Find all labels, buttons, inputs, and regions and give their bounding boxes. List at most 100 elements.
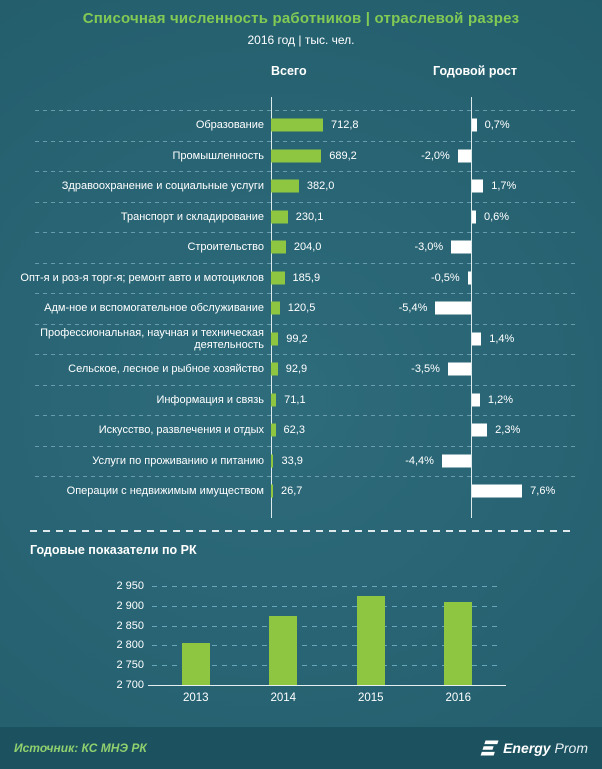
total-value: 71,1 <box>284 393 306 406</box>
energyprom-logo-icon <box>479 739 499 757</box>
source-text: Источник: КС МНЭ РК <box>14 741 147 755</box>
page-title: Списочная численность работников | отрас… <box>82 10 520 27</box>
total-value: 689,2 <box>329 149 357 162</box>
growth-bar <box>472 179 484 193</box>
row-separator <box>35 293 575 294</box>
total-value: 712,8 <box>331 119 359 132</box>
total-value: 26,7 <box>281 485 303 498</box>
chart-row: Адм-ное и вспомогательное обслуживание 12… <box>0 293 602 324</box>
row-separator <box>35 445 575 447</box>
footer-band: Источник: КС МНЭ РК Energy Prom <box>0 727 602 769</box>
y-gridline <box>152 645 502 647</box>
energyprom-logo: Energy Prom <box>479 739 588 757</box>
growth-value: 2,3% <box>495 424 521 437</box>
growth-bar <box>472 393 480 407</box>
annual-bar <box>356 595 385 685</box>
row-label: Промышленность <box>172 149 264 162</box>
total-bar <box>271 240 286 254</box>
annual-bar <box>444 601 473 685</box>
growth-bar <box>472 423 488 437</box>
row-label: Здравоохранение и социальные услуги <box>61 180 264 193</box>
x-axis-line <box>148 685 506 686</box>
total-bar <box>271 393 277 407</box>
growth-bar <box>441 454 471 468</box>
total-value: 33,9 <box>281 454 303 467</box>
row-label: Транспорт и складирование <box>120 210 264 223</box>
x-tick-label: 2013 <box>182 692 209 704</box>
y-tick-label: 2 800 <box>116 639 144 652</box>
total-value: 62,3 <box>283 424 305 437</box>
growth-bar <box>451 240 471 254</box>
row-label: Информация и связь <box>156 393 264 406</box>
sector-bar-chart: Образование 712,8 0,7% Промышленность 689,2 -… <box>0 97 602 518</box>
growth-value: 7,6% <box>530 485 556 498</box>
growth-value: -0,5% <box>430 271 460 284</box>
chart-row: Опт-я и роз-я торг-я; ремонт авто и мото… <box>0 262 602 294</box>
growth-bar <box>447 362 471 376</box>
y-gridline <box>152 605 502 607</box>
total-bar <box>271 301 280 315</box>
total-bar <box>271 118 323 132</box>
chart-row: Сельское, лесное и рыбное хозяйство 92,9 -… <box>0 354 602 385</box>
annual-bar-chart: 2 950 2 900 2 850 2 800 2 750 2 700 2013 2014 20… <box>0 580 602 723</box>
growth-value: -4,4% <box>405 454 434 467</box>
total-bar <box>271 149 322 163</box>
total-bar <box>271 362 278 376</box>
row-separator <box>35 323 575 325</box>
total-bar <box>271 210 288 224</box>
row-separator <box>35 140 575 142</box>
total-value: 92,9 <box>285 363 308 376</box>
growth-axis-line <box>471 97 472 518</box>
total-value: 230,1 <box>295 210 324 223</box>
total-value: 99,2 <box>286 332 308 345</box>
chart-row: Профессиональная, научная и техническая … <box>0 323 602 355</box>
page-subtitle: 2016 год | тыс. чел. <box>247 33 355 47</box>
chart-row: Строительство 204,0 -3,0% <box>0 232 602 263</box>
brand-prom: Prom <box>554 740 588 756</box>
chart-row: Информация и связь 71,1 1,2% <box>0 384 602 416</box>
growth-value: 1,7% <box>491 180 517 193</box>
growth-bar <box>472 332 482 346</box>
row-label: Опт-я и роз-я торг-я; ремонт авто и мото… <box>20 271 264 284</box>
annual-chart-title: Годовые показатели по РК <box>30 543 197 557</box>
y-tick-label: 2 900 <box>116 599 144 612</box>
y-tick-label: 2 700 <box>116 679 144 691</box>
row-separator <box>35 262 575 264</box>
growth-bar <box>472 118 477 132</box>
total-bar <box>271 271 285 285</box>
row-label: Операции с недвижимым имуществом <box>66 485 264 498</box>
chart-row: Промышленность 689,2 -2,0% <box>0 140 602 172</box>
y-tick-label: 2 950 <box>116 580 144 592</box>
x-tick-label: 2016 <box>445 692 472 704</box>
y-gridline <box>152 665 502 667</box>
growth-value: -3,0% <box>414 241 444 254</box>
total-bar <box>271 484 273 498</box>
y-tick-label: 2 850 <box>116 619 144 632</box>
total-value: 382,0 <box>306 180 335 193</box>
growth-bar <box>467 271 471 285</box>
growth-value: -2,0% <box>421 149 450 162</box>
total-bar <box>271 332 279 346</box>
chart-row: Операции с недвижимым имуществом 26,7 7,6% <box>0 476 602 507</box>
chart-row: Образование 712,8 0,7% <box>0 110 602 141</box>
chart-row: Искусство, развлечения и отдых 62,3 2,3% <box>0 415 602 446</box>
row-label: Услуги по проживанию и питанию <box>92 454 264 467</box>
row-label: Профессиональная, научная и техническая … <box>40 326 264 351</box>
growth-bar <box>435 301 471 315</box>
row-label: Образование <box>195 119 264 132</box>
row-separator <box>35 384 575 386</box>
total-value: 120,5 <box>287 302 316 315</box>
annual-bar <box>269 615 298 685</box>
row-separator <box>35 476 575 477</box>
row-separator <box>35 232 575 233</box>
row-label: Строительство <box>187 241 264 254</box>
x-tick-label: 2014 <box>270 692 297 704</box>
y-gridline <box>152 625 502 627</box>
row-label: Адм-ное и вспомогательное обслуживание <box>44 302 264 315</box>
growth-bar <box>472 210 476 224</box>
brand-energy: Energy <box>503 740 551 756</box>
y-tick-label: 2 750 <box>116 659 144 672</box>
chart-row: Транспорт и складирование 230,1 0,6% <box>0 201 602 233</box>
row-separator <box>35 110 575 111</box>
